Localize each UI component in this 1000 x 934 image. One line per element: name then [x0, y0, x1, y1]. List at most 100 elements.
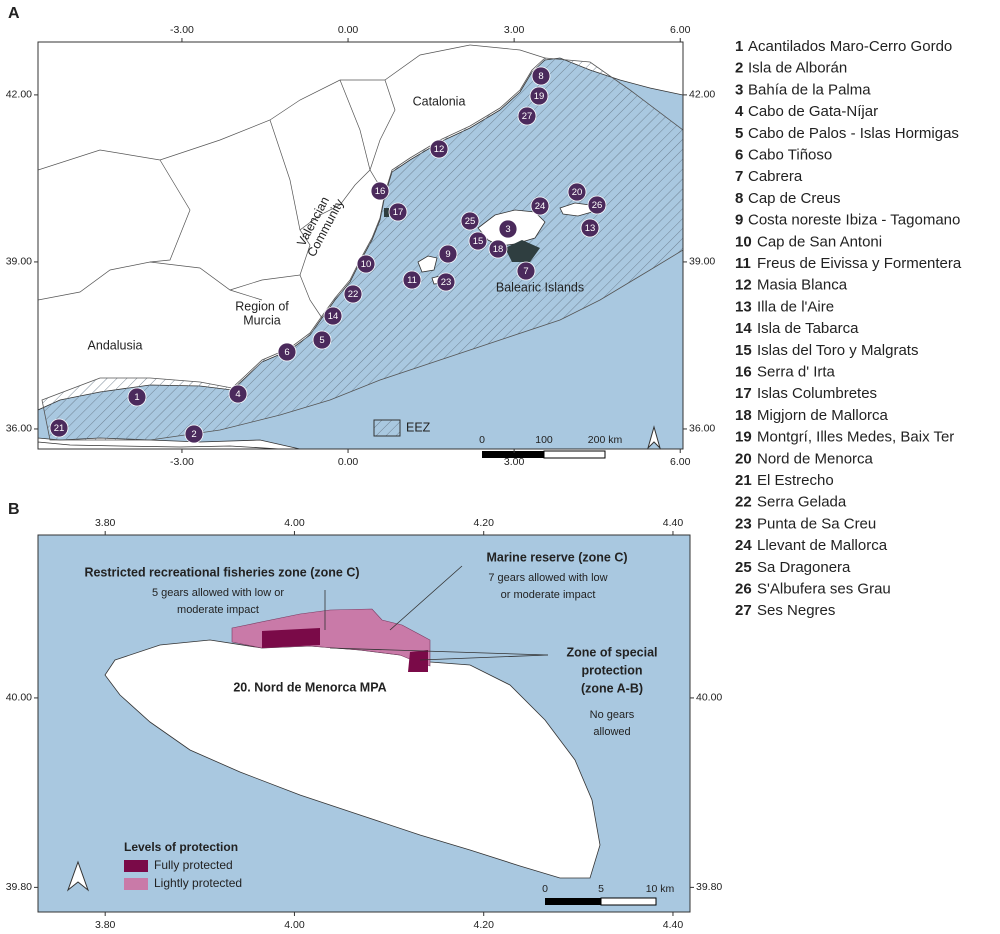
map-a: [38, 42, 683, 449]
y-tick-label: 39.80: [696, 881, 722, 893]
x-tick-label: 4.20: [473, 919, 494, 931]
x-tick-label: 6.00: [670, 24, 691, 36]
pointer-lines: [324, 565, 549, 661]
y-tick-label: 40.00: [696, 692, 722, 704]
region-label: Catalonia: [413, 94, 466, 108]
site-number: 2: [735, 60, 743, 77]
site-marker-label: 17: [393, 207, 404, 218]
region-label: Andalusia: [88, 338, 143, 352]
site-number: 25: [735, 559, 752, 576]
scale-label: 100: [535, 434, 553, 446]
site-name: Serra Gelada: [757, 494, 847, 511]
site-number: 3: [735, 81, 743, 98]
x-tick-label: 4.00: [284, 517, 305, 529]
x-tick-label: 6.00: [670, 456, 691, 468]
legend-label: Lightly protected: [154, 876, 242, 890]
site-marker-label: 14: [328, 311, 339, 322]
x-tick-label: 3.00: [504, 456, 525, 468]
scale-label: 5: [598, 883, 604, 895]
site-marker-label: 27: [522, 111, 533, 122]
site-marker: [580, 218, 600, 238]
panel-label: A: [8, 5, 20, 22]
protected-area: [384, 208, 389, 217]
site-marker: [49, 418, 69, 438]
site-marker-label: 4: [235, 389, 240, 400]
site-marker-label: 23: [441, 277, 452, 288]
y-tick-label: 36.00: [689, 423, 715, 435]
site-number: 10: [735, 233, 752, 250]
site-number: 4: [735, 103, 744, 120]
africa: [38, 441, 281, 449]
legend-label: Fully protected: [154, 858, 233, 872]
site-number: 5: [735, 125, 743, 142]
site-marker: [498, 219, 518, 239]
site-name: Cabo Tiñoso: [748, 146, 832, 163]
panel-label: B: [8, 501, 20, 518]
site-marker-label: 2: [191, 429, 196, 440]
site-marker-label: 24: [535, 201, 546, 212]
legend-swatch: [124, 860, 148, 872]
scale-bar: [545, 897, 657, 906]
site-name: Illa de l'Aire: [757, 298, 834, 315]
site-marker-label: 16: [375, 186, 386, 197]
scale-label: 10 km: [646, 883, 675, 895]
site-marker: [429, 139, 449, 159]
north-arrow: [646, 425, 662, 450]
site-number: 23: [735, 515, 752, 532]
site-marker: [438, 244, 458, 264]
scale-label: 200 km: [588, 434, 623, 446]
site-number: 9: [735, 212, 743, 229]
site-marker: [323, 306, 343, 326]
site-marker: [184, 424, 204, 444]
site-marker-label: 15: [473, 236, 484, 247]
site-marker-label: 26: [592, 200, 603, 211]
site-name: Freus de Eivissa y Formentera: [757, 255, 962, 272]
protected-area: [505, 240, 540, 262]
y-tick-label: 39.00: [6, 256, 32, 268]
lightly-protected-zone: [231, 608, 431, 667]
annotation-note: 5 gears allowed with low or: [152, 587, 284, 599]
site-marker: [567, 182, 587, 202]
mpa-label: 20. Nord de Menorca MPA: [233, 680, 386, 694]
site-marker: [388, 202, 408, 222]
x-tick-label: -3.00: [170, 456, 194, 468]
site-number: 22: [735, 494, 752, 511]
site-marker: [436, 272, 456, 292]
site-marker: [468, 231, 488, 251]
site-name: Montgrí, Illes Medes, Baix Ter: [757, 429, 954, 446]
site-name: Costa noreste Ibiza - Tagomano: [748, 212, 960, 229]
site-marker-label: 25: [465, 216, 476, 227]
x-tick-label: 0.00: [338, 24, 359, 36]
site-name: Isla de Tabarca: [757, 320, 859, 337]
site-marker: [312, 330, 332, 350]
site-name: Ses Negres: [757, 602, 835, 619]
borders: [38, 44, 546, 319]
site-marker-label: 3: [505, 224, 510, 235]
annotation-note: allowed: [593, 726, 630, 738]
y-tick-label: 42.00: [6, 89, 32, 101]
region-label: Murcia: [243, 313, 281, 327]
site-number: 15: [735, 342, 752, 359]
annotation-note: 7 gears allowed with low: [488, 572, 607, 584]
site-marker-label: 21: [54, 423, 65, 434]
site-name: Cabo de Palos - Islas Hormigas: [748, 125, 959, 142]
site-number: 13: [735, 298, 752, 315]
y-tick-label: 39.80: [6, 881, 32, 893]
site-marker-label: 6: [284, 347, 289, 358]
site-marker-label: 22: [348, 289, 359, 300]
site-name: Sa Dragonera: [757, 559, 851, 576]
site-number: 26: [735, 580, 752, 597]
x-tick-label: 0.00: [338, 456, 359, 468]
region-label: Andalusia: [88, 338, 143, 352]
annotation-title: Zone of special: [567, 645, 658, 659]
region-label: Balearic Islands: [496, 280, 584, 294]
site-name: Cabo de Gata-Níjar: [748, 103, 878, 120]
site-number: 1: [735, 38, 743, 55]
site-number: 24: [735, 537, 752, 554]
annotation-title: (zone A-B): [581, 681, 643, 695]
site-marker: [517, 106, 537, 126]
site-name: Serra d' Irta: [757, 363, 836, 380]
y-tick-label: 42.00: [689, 89, 715, 101]
